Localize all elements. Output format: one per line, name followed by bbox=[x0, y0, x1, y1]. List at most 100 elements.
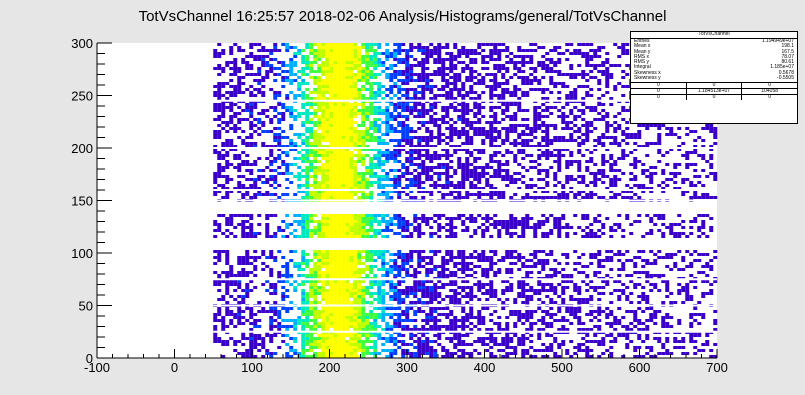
heatmap-cell bbox=[693, 250, 698, 253]
heatmap-cell bbox=[621, 292, 626, 295]
heatmap-cell bbox=[473, 103, 478, 106]
heatmap-cell bbox=[257, 175, 262, 178]
heatmap-cell bbox=[317, 259, 322, 262]
heatmap-cell bbox=[325, 112, 330, 115]
heatmap-cell bbox=[393, 181, 398, 184]
heatmap-cell bbox=[597, 253, 602, 256]
heatmap-cell bbox=[393, 274, 398, 277]
heatmap-cell bbox=[417, 262, 422, 265]
heatmap-cell bbox=[533, 136, 538, 139]
heatmap-cell bbox=[421, 163, 426, 166]
heatmap-cell bbox=[621, 133, 626, 136]
heatmap-cell bbox=[341, 82, 346, 85]
heatmap-cell bbox=[361, 286, 366, 289]
heatmap-cell bbox=[517, 280, 522, 283]
heatmap-cell bbox=[213, 109, 218, 112]
heatmap-cell bbox=[237, 85, 242, 88]
heatmap-cell bbox=[593, 163, 598, 166]
heatmap-cell bbox=[341, 64, 346, 67]
heatmap-cell bbox=[433, 283, 438, 286]
heatmap-cell bbox=[541, 64, 546, 67]
heatmap-cell bbox=[345, 280, 350, 283]
heatmap-cell bbox=[473, 172, 478, 175]
heatmap-cell bbox=[437, 175, 442, 178]
heatmap-cell bbox=[361, 67, 366, 70]
heatmap-cell bbox=[349, 169, 354, 172]
heatmap-cell bbox=[301, 196, 306, 199]
heatmap-cell bbox=[237, 223, 242, 226]
heatmap-cell bbox=[433, 46, 438, 49]
heatmap-cell bbox=[421, 124, 426, 127]
heatmap-cell bbox=[373, 49, 378, 52]
heatmap-cell bbox=[641, 190, 646, 193]
heatmap-cell bbox=[413, 214, 418, 217]
heatmap-cell bbox=[465, 91, 470, 94]
heatmap-cell bbox=[613, 115, 618, 118]
heatmap-cell bbox=[573, 286, 578, 289]
heatmap-cell bbox=[625, 127, 630, 130]
heatmap-cell bbox=[461, 220, 466, 223]
heatmap-cell bbox=[433, 232, 438, 235]
heatmap-cell bbox=[253, 178, 258, 181]
heatmap-cell bbox=[309, 142, 314, 145]
heatmap-cell bbox=[693, 259, 698, 262]
heatmap-cell bbox=[449, 271, 454, 274]
heatmap-cell bbox=[249, 232, 254, 235]
heatmap-cell bbox=[253, 286, 258, 289]
heatmap-cell bbox=[497, 121, 502, 124]
heatmap-cell bbox=[521, 91, 526, 94]
heatmap-cell bbox=[329, 121, 334, 124]
heatmap-cell bbox=[577, 292, 582, 295]
heatmap-cell bbox=[581, 235, 586, 238]
heatmap-cell bbox=[457, 103, 462, 106]
heatmap-cell bbox=[501, 94, 506, 97]
heatmap-cell bbox=[329, 187, 334, 190]
heatmap-cell bbox=[497, 94, 502, 97]
heatmap-cell bbox=[341, 94, 346, 97]
heatmap-cell bbox=[345, 148, 350, 151]
heatmap-cell bbox=[337, 184, 342, 187]
heatmap-cell bbox=[389, 118, 394, 121]
heatmap-cell bbox=[689, 226, 694, 229]
heatmap-cell bbox=[461, 184, 466, 187]
heatmap-cell bbox=[409, 148, 414, 151]
heatmap-cell bbox=[369, 169, 374, 172]
heatmap-cell bbox=[597, 220, 602, 223]
heatmap-cell bbox=[501, 292, 506, 295]
heatmap-cell bbox=[617, 169, 622, 172]
heatmap-cell bbox=[365, 196, 370, 199]
heatmap-cell bbox=[509, 118, 514, 121]
heatmap-cell bbox=[449, 256, 454, 259]
heatmap-cell bbox=[517, 106, 522, 109]
heatmap-cell bbox=[541, 196, 546, 199]
heatmap-cell bbox=[489, 88, 494, 91]
heatmap-cell bbox=[633, 175, 638, 178]
heatmap-cell bbox=[305, 196, 310, 199]
heatmap-cell bbox=[277, 121, 282, 124]
heatmap-cell bbox=[457, 160, 462, 163]
heatmap-cell bbox=[313, 52, 318, 55]
heatmap-cell bbox=[549, 289, 554, 292]
heatmap-cell bbox=[413, 151, 418, 154]
heatmap-cell bbox=[217, 154, 222, 157]
heatmap-cell bbox=[497, 271, 502, 274]
heatmap-cell bbox=[445, 109, 450, 112]
heatmap-cell bbox=[349, 49, 354, 52]
heatmap-cell bbox=[309, 268, 314, 271]
heatmap-cell bbox=[221, 127, 226, 130]
heatmap-cell bbox=[633, 142, 638, 145]
heatmap-cell bbox=[345, 271, 350, 274]
heatmap-cell bbox=[593, 181, 598, 184]
heatmap-cell bbox=[397, 214, 402, 217]
heatmap-cell bbox=[405, 106, 410, 109]
heatmap-cell bbox=[561, 187, 566, 190]
heatmap-cell bbox=[649, 190, 654, 193]
heatmap-cell bbox=[545, 124, 550, 127]
heatmap-cell bbox=[501, 112, 506, 115]
heatmap-cell bbox=[525, 139, 530, 142]
heatmap-cell bbox=[241, 139, 246, 142]
heatmap-cell bbox=[349, 178, 354, 181]
heatmap-cell bbox=[285, 223, 290, 226]
heatmap-cell bbox=[557, 223, 562, 226]
heatmap-cell bbox=[357, 259, 362, 262]
